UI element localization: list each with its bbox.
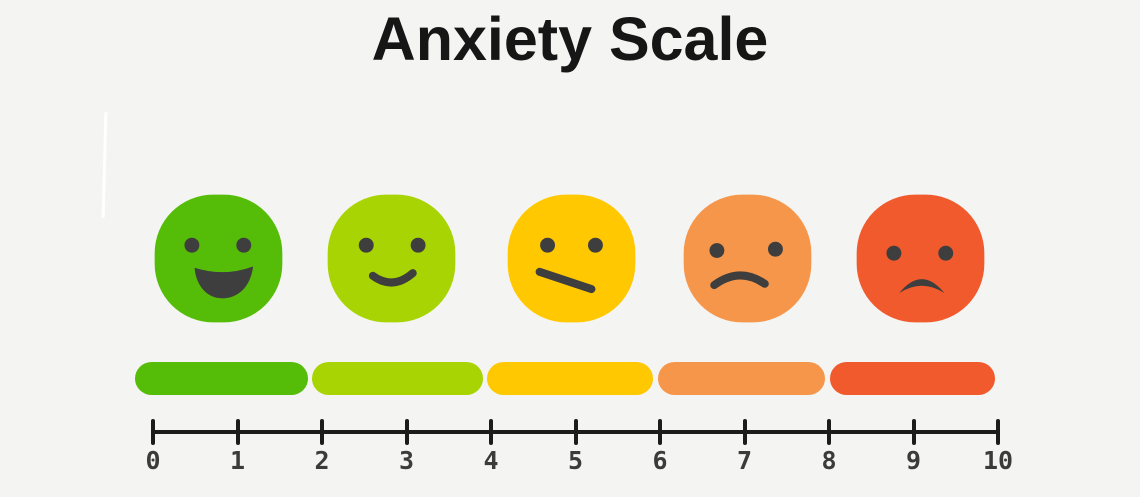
- tick-mark-9: 9: [906, 419, 921, 473]
- left-eye: [886, 245, 902, 261]
- face-shape: [856, 194, 985, 323]
- face-shape: [327, 194, 456, 323]
- face-features: [358, 237, 426, 287]
- tick-mark-7: 7: [737, 419, 752, 473]
- face-shape: [683, 194, 812, 323]
- face-features: [709, 241, 783, 290]
- tick-label-5: 5: [567, 446, 584, 475]
- paper-scratch-artifact: [101, 111, 108, 219]
- very-happy-face-icon: [154, 194, 283, 323]
- sad-face-icon: [683, 194, 812, 323]
- right-eye: [410, 237, 426, 253]
- tick-mark-10: 10: [983, 419, 1013, 473]
- right-eye: [938, 245, 954, 261]
- face-shape: [507, 194, 636, 323]
- small-smile-mouth: [368, 269, 417, 287]
- tick-mark-1: 1: [230, 419, 245, 473]
- right-eye: [587, 237, 603, 253]
- tick-mark-0: 0: [145, 419, 161, 473]
- scale-bar-segment-4: [658, 362, 825, 395]
- very-sad-face-icon: [856, 194, 985, 323]
- scale-bar-segment-3: [487, 362, 653, 395]
- open-frown-mouth: [899, 279, 945, 294]
- tick-label-1: 1: [229, 446, 246, 475]
- neutral-face-icon: [507, 194, 636, 323]
- tick-mark-8: 8: [821, 419, 837, 473]
- slanted-mouth: [535, 267, 596, 294]
- page-title: Anxiety Scale: [371, 5, 769, 73]
- tick-mark-5: 5: [568, 419, 583, 473]
- tick-label-10: 10: [982, 446, 1014, 475]
- tick-mark-3: 3: [399, 419, 414, 473]
- tick-mark-6: 6: [652, 419, 668, 473]
- right-eye: [236, 237, 252, 253]
- tick-label-0: 0: [145, 446, 161, 475]
- tick-label-9: 9: [905, 446, 922, 475]
- tick-label-8: 8: [821, 446, 837, 475]
- frown-mouth: [710, 271, 769, 290]
- tick-label-3: 3: [398, 446, 415, 475]
- face-features: [184, 237, 254, 299]
- face-features: [535, 237, 603, 294]
- scale-bar-segment-5: [830, 362, 995, 395]
- number-line: 0 1 2 3 4 5 6 7 8 9 10: [145, 419, 1013, 481]
- right-eye: [767, 241, 783, 257]
- scale-bar-segment-2: [312, 362, 483, 395]
- left-eye: [709, 243, 725, 258]
- left-eye: [184, 237, 200, 253]
- tick-label-7: 7: [736, 446, 753, 475]
- face-shape: [154, 194, 283, 323]
- face-features: [886, 245, 954, 294]
- left-eye: [540, 237, 556, 253]
- left-eye: [358, 237, 374, 253]
- tick-label-6: 6: [652, 446, 668, 475]
- tick-label-4: 4: [483, 446, 499, 475]
- open-smile-mouth: [194, 266, 254, 299]
- scale-bar-segment-1: [135, 362, 308, 395]
- tick-mark-4: 4: [483, 419, 499, 473]
- happy-face-icon: [327, 194, 456, 323]
- tick-mark-2: 2: [314, 419, 330, 473]
- tick-label-2: 2: [314, 446, 330, 475]
